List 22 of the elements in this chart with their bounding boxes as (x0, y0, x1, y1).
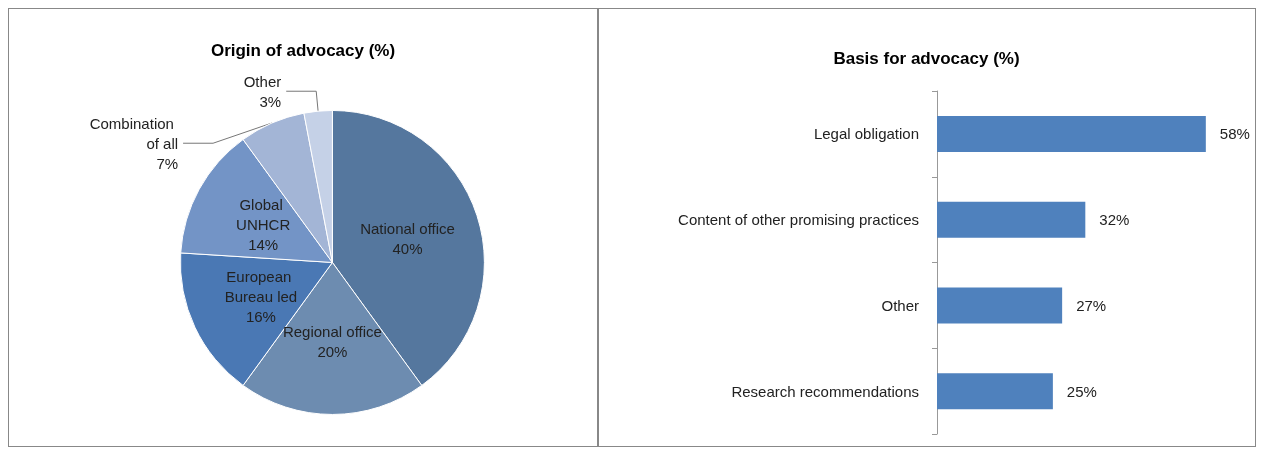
y-tick-label: Research recommendations (731, 382, 919, 400)
data-label: 3% (259, 92, 282, 110)
data-label: 14% (248, 235, 279, 253)
data-label: 25% (1066, 382, 1097, 400)
slice-label: Combination of all (89, 114, 179, 152)
data-label: 16% (245, 307, 276, 325)
slice-label: Regional office (282, 322, 382, 340)
chart-title: Basis for advocacy (%) (833, 49, 1020, 68)
slice-label: European Bureau led (224, 267, 298, 305)
chart-title: Origin of advocacy (%) (210, 41, 396, 60)
slice-label: Other (243, 72, 282, 90)
data-label: 58% (1219, 125, 1250, 143)
data-label: 20% (317, 342, 348, 360)
data-label: 32% (1099, 211, 1130, 229)
data-label: 7% (156, 154, 179, 172)
y-tick-label: Legal obligation (813, 125, 919, 143)
data-label: 40% (392, 239, 423, 257)
slice-label: National office (360, 219, 455, 237)
slice-label: Global UNHCR (236, 195, 291, 233)
y-tick-label: Content of other promising practices (678, 211, 919, 229)
y-tick-label: Other (881, 296, 919, 314)
data-label: 27% (1076, 296, 1107, 314)
